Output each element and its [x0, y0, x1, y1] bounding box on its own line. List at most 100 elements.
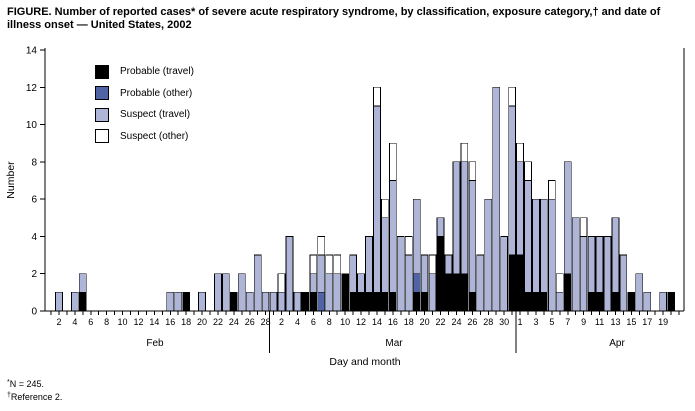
bar-segment-mar14-st [373, 105, 381, 293]
bar-segment-mar12-st [357, 273, 365, 293]
bar-segment-apr1-st [516, 161, 524, 256]
bar-segment-feb5-pt [78, 291, 87, 312]
x-tick-label: 6 [311, 317, 316, 327]
bar-segment-mar1-st [269, 291, 278, 312]
x-tick-label: 1 [518, 317, 523, 327]
chart-legend: Probable (travel) Probable (other) Suspe… [95, 61, 194, 147]
bar-segment-apr8-st [571, 217, 580, 312]
bar-segment-mar8-so [325, 254, 334, 275]
suspect-other-swatch-icon [95, 129, 109, 144]
y-tick-label: 10 [26, 120, 38, 131]
bar-segment-apr9-so [579, 217, 588, 237]
x-tick-label: 10 [340, 317, 350, 327]
bar-segment-mar16-st [389, 180, 397, 293]
y-tick-label: 4 [31, 232, 37, 243]
bar-segment-mar19-po [412, 273, 421, 293]
bar-segment-mar25-pt [460, 273, 469, 312]
bar-segment-apr10-pt [587, 291, 596, 312]
footnote-reference: †Reference 2. [7, 392, 63, 402]
bar-segment-apr6-st [555, 291, 564, 312]
bar-segment-apr2-pt [524, 291, 532, 312]
bar-segment-mar15-st [381, 217, 389, 293]
bar-segment-mar5-pt [301, 291, 310, 312]
bar-segment-mar6-pt [309, 291, 318, 312]
x-tick-label: 22 [436, 317, 446, 327]
suspect-travel-swatch-icon [95, 107, 109, 122]
bar-segment-apr11-pt [595, 291, 604, 312]
bar-segment-mar11-st [349, 254, 357, 293]
bar-segment-feb18-pt [182, 291, 190, 312]
bar-segment-apr4-pt [540, 291, 548, 312]
bar-segment-mar28-st [484, 198, 493, 312]
bar-segment-mar9-st [333, 273, 342, 312]
x-tick-label: 14 [149, 317, 159, 327]
probable-other-swatch-icon [95, 86, 109, 101]
bar-segment-feb25-st [237, 273, 246, 312]
x-tick-label: 8 [327, 317, 332, 327]
bar-segment-mar24-pt [452, 273, 461, 312]
footnotes: *N = 245. †Reference 2. [7, 377, 62, 403]
x-tick-label: 20 [420, 317, 430, 327]
x-tick-label: 24 [451, 317, 461, 327]
x-tick-label: 17 [642, 317, 652, 327]
bar-segment-apr15-pt [627, 291, 636, 312]
bar-segment-mar21-st [428, 273, 437, 312]
x-tick-label: 15 [626, 317, 636, 327]
legend-item-suspect-travel: Suspect (travel) [95, 104, 194, 126]
x-tick-label: 16 [165, 317, 175, 327]
bar-segment-apr4-st [540, 198, 548, 293]
bar-segment-apr3-st [532, 198, 540, 293]
probable-travel-swatch-icon [95, 64, 109, 79]
bar-segment-mar4-st [293, 291, 302, 312]
x-axis-title: Day and month [329, 356, 401, 368]
bar-segment-mar25-st [460, 161, 469, 275]
y-tick-label: 6 [31, 195, 37, 206]
month-label-feb: Feb [146, 338, 164, 349]
bar-segment-mar12-pt [357, 291, 365, 312]
bar-segment-mar10-pt [341, 273, 349, 312]
x-tick-label: 4 [72, 317, 77, 327]
bar-segment-mar20-pt [420, 291, 429, 312]
bar-segment-mar14-pt [373, 291, 381, 312]
bar-segment-mar22-pt [436, 236, 445, 312]
y-tick-label: 12 [26, 83, 38, 94]
x-tick-label: 22 [213, 317, 223, 327]
x-tick-label: 26 [467, 317, 477, 327]
bar-segment-mar11-pt [349, 291, 357, 312]
bar-segment-apr20-pt [667, 291, 675, 312]
x-tick-label: 13 [610, 317, 620, 327]
bar-segment-mar19-pt [412, 291, 421, 312]
bar-segment-mar16-so [389, 142, 397, 181]
bar-segment-mar26-st [468, 180, 477, 293]
bar-segment-mar7-po [317, 291, 326, 312]
y-tick-label: 2 [31, 269, 37, 280]
bar-segment-apr5-st [548, 198, 556, 312]
bar-segment-mar18-st [404, 254, 413, 312]
x-tick-label: 6 [88, 317, 93, 327]
bar-segment-apr11-st [595, 236, 604, 293]
x-tick-label: 28 [261, 317, 271, 327]
x-tick-label: 30 [499, 317, 509, 327]
bar-segment-mar13-pt [365, 291, 373, 312]
x-tick-label: 28 [483, 317, 493, 327]
bar-segment-mar29-st [492, 86, 501, 312]
bar-segment-mar8-st [325, 273, 334, 312]
bar-segment-mar16-pt [389, 291, 397, 312]
bar-segment-mar23-pt [444, 273, 453, 312]
bar-segment-feb27-st [253, 254, 262, 312]
x-tick-label: 26 [245, 317, 255, 327]
bar-segment-mar22-st [436, 217, 445, 237]
x-tick-label: 8 [104, 317, 109, 327]
bar-segment-apr10-st [587, 236, 596, 293]
x-tick-label: 20 [197, 317, 207, 327]
bar-segment-mar7-st [317, 254, 326, 293]
y-tick-label: 8 [31, 157, 37, 168]
bar-segment-apr1-so [516, 142, 524, 163]
x-tick-label: 10 [118, 317, 128, 327]
bar-segment-apr7-st [563, 161, 572, 275]
bar-segment-feb4-st [71, 291, 79, 312]
bar-segment-mar31-so [508, 86, 516, 107]
bar-segment-feb2-st [55, 291, 63, 312]
month-label-mar: Mar [385, 338, 403, 349]
bar-segment-mar17-st [396, 236, 405, 312]
